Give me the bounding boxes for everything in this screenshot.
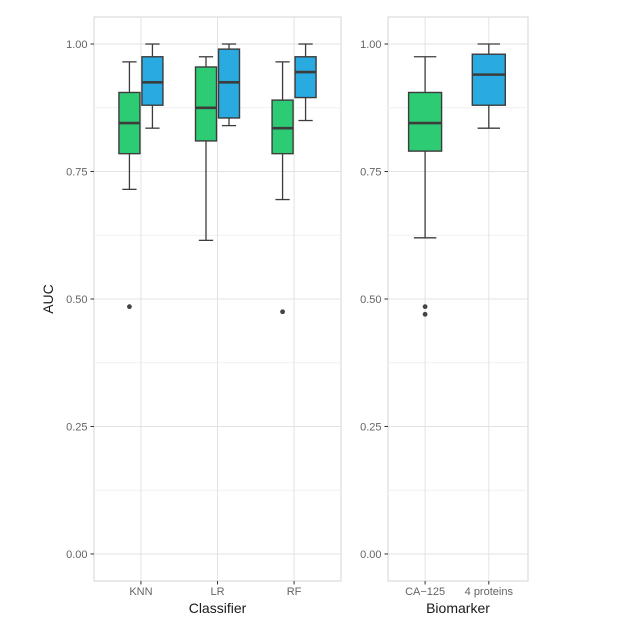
y-tick-label: 1.00: [360, 39, 381, 51]
right-boxplot-panel: 1.00 0.75 0.50 0.25 0.00 CA−125 4 proteins Biom…: [360, 16, 529, 616]
iqr-box: [294, 56, 317, 99]
y-tick-label: 0.75: [360, 167, 381, 179]
x-tick-label: RF: [287, 586, 302, 598]
y-tick-label: 0.00: [360, 549, 381, 561]
x-axis-title: Biomarker: [426, 600, 490, 616]
box-KNN-1: [141, 43, 164, 129]
y-tick-label: 0.50: [360, 294, 381, 306]
left-boxplot-panel: 1.00 0.75 0.50 0.25 0.00 KNN LR RF Classifier AUC: [40, 16, 342, 616]
y-tick-label: 1.00: [66, 39, 87, 51]
y-tick-label: 0.75: [66, 167, 87, 179]
outlier-point: [422, 304, 428, 310]
outlier-point: [422, 311, 428, 317]
x-axis-title: Classifier: [189, 600, 247, 616]
x-tick-label: LR: [210, 586, 224, 598]
box-LR-0: [194, 56, 218, 242]
iqr-box: [471, 53, 506, 106]
y-tick-label: 0.25: [66, 421, 87, 433]
box-LR-1: [217, 43, 241, 127]
x-tick-label: 4 proteins: [465, 586, 514, 598]
y-tick-label: 0.25: [360, 421, 381, 433]
box-4-proteins-0: [471, 43, 506, 129]
box-RF-1: [294, 43, 317, 122]
box-RF-0: [271, 61, 294, 315]
outlier-point: [280, 309, 285, 315]
y-tick-label: 0.00: [66, 549, 87, 561]
iqr-box: [194, 66, 218, 142]
box-CA−125-0: [407, 56, 443, 317]
y-axis-title: AUC: [40, 284, 56, 314]
y-tick-label: 0.50: [66, 294, 87, 306]
outlier-point: [127, 304, 132, 310]
x-tick-label: CA−125: [405, 586, 445, 598]
box-KNN-0: [118, 61, 141, 310]
x-tick-label: KNN: [129, 586, 152, 598]
